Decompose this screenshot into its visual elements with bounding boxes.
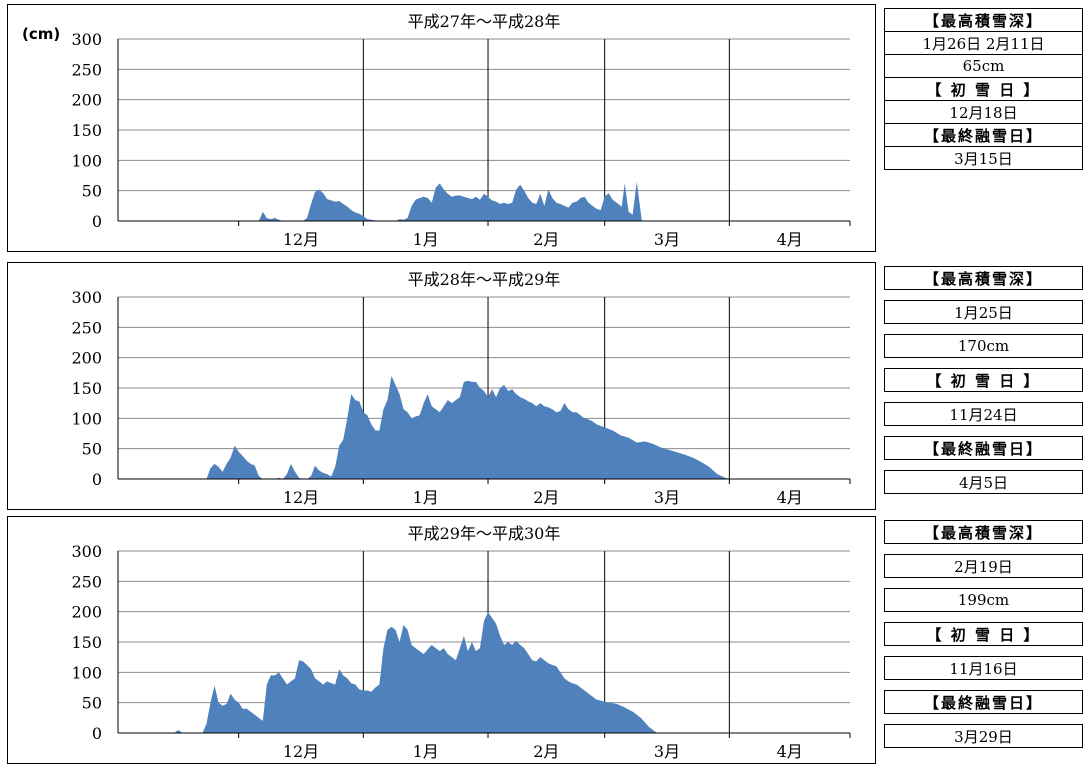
snow-chart-3: 0 50 100 150 200 250 300 12月 1月 2月 3月 4月 平成29年～平成30年 [7, 516, 876, 764]
x-tick-label: 4月 [777, 488, 803, 507]
max-depth-date: 2月19日 [884, 554, 1083, 578]
first-snow-date: 11月24日 [884, 402, 1083, 426]
y-tick-label: 0 [92, 212, 102, 231]
y-tick-label: 300 [71, 288, 102, 307]
x-tick-label: 3月 [654, 230, 680, 249]
y-tick-label: 0 [92, 470, 102, 489]
y-tick-label: 100 [71, 151, 102, 170]
x-tick-label: 12月 [283, 488, 319, 507]
last-snow-header: 【最終融雪日】 [884, 436, 1083, 460]
y-tick-label: 250 [71, 572, 102, 591]
y-tick-label: 200 [71, 603, 102, 622]
y-tick-label: 300 [71, 542, 102, 561]
max-depth-header: 【最高積雪深】 [884, 8, 1083, 32]
snow-depth-spike [619, 183, 630, 221]
y-tick-label: 100 [71, 663, 102, 682]
max-depth-header: 【最高積雪深】 [884, 520, 1083, 544]
last-snow-header: 【最終融雪日】 [884, 123, 1083, 147]
snow-chart-1-svg: 0 50 100 150 200 250 300 12月 1月 2月 3月 4月 平成27年～平成28年… [22, 12, 851, 249]
y-tick-label: 100 [71, 409, 102, 428]
last-snow-header: 【最終融雪日】 [884, 690, 1083, 714]
max-depth-value: 199cm [884, 588, 1083, 612]
last-snow-date: 4月5日 [884, 470, 1083, 494]
y-tick-label: 150 [71, 633, 102, 652]
snow-chart-2-svg: 0 50 100 150 200 250 300 12月 1月 2月 3月 4月 平成28年～平成29年 [71, 270, 851, 507]
y-tick-label: 150 [71, 379, 102, 398]
first-snow-header: 【 初 雪 日 】 [884, 77, 1083, 101]
y-tick-label: 0 [92, 724, 102, 743]
y-tick-label: 150 [71, 121, 102, 140]
first-snow-header: 【 初 雪 日 】 [884, 368, 1083, 392]
snow-depth-area [118, 183, 846, 221]
y-tick-label: 200 [71, 91, 102, 110]
last-snow-date: 3月15日 [884, 146, 1083, 170]
snow-chart-1: 0 50 100 150 200 250 300 12月 1月 2月 3月 4月 平成27年～平成28年… [7, 4, 876, 252]
x-tick-label: 12月 [283, 230, 319, 249]
chart-title: 平成28年～平成29年 [408, 270, 561, 289]
x-tick-label: 2月 [533, 742, 559, 761]
first-snow-header: 【 初 雪 日 】 [884, 622, 1083, 646]
y-tick-label: 50 [82, 694, 102, 713]
x-tick-label: 2月 [533, 488, 559, 507]
x-tick-label: 2月 [533, 230, 559, 249]
chart-title: 平成29年～平成30年 [408, 524, 561, 543]
max-depth-header: 【最高積雪深】 [884, 266, 1083, 290]
x-tick-label: 1月 [413, 742, 439, 761]
first-snow-date: 11月16日 [884, 656, 1083, 680]
x-tick-label: 4月 [777, 230, 803, 249]
snow-depth-area [118, 375, 846, 479]
last-snow-date: 3月29日 [884, 724, 1083, 748]
snow-depth-spike [631, 181, 642, 221]
y-tick-label: 250 [71, 318, 102, 337]
snow-chart-3-svg: 0 50 100 150 200 250 300 12月 1月 2月 3月 4月 平成29年～平成30年 [71, 524, 851, 761]
y-tick-label: 200 [71, 349, 102, 368]
y-tick-label: 300 [71, 30, 102, 49]
y-tick-label: 50 [82, 440, 102, 459]
max-depth-date: 1月25日 [884, 300, 1083, 324]
x-tick-label: 3月 [654, 488, 680, 507]
y-tick-label: 250 [71, 60, 102, 79]
max-depth-date: 1月26日 2月11日 [884, 31, 1083, 55]
x-tick-label: 1月 [413, 488, 439, 507]
x-tick-label: 1月 [413, 230, 439, 249]
y-tick-label: 50 [82, 182, 102, 201]
max-depth-value: 170cm [884, 334, 1083, 358]
y-axis-unit-label: (cm) [22, 25, 60, 43]
x-tick-label: 3月 [654, 742, 680, 761]
snow-depth-area [118, 612, 722, 733]
snow-chart-2: 0 50 100 150 200 250 300 12月 1月 2月 3月 4月 平成28年～平成29年 [7, 262, 876, 510]
x-tick-label: 12月 [283, 742, 319, 761]
x-tick-label: 4月 [777, 742, 803, 761]
first-snow-date: 12月18日 [884, 100, 1083, 124]
chart-title: 平成27年～平成28年 [408, 12, 561, 31]
max-depth-value: 65cm [884, 54, 1083, 78]
